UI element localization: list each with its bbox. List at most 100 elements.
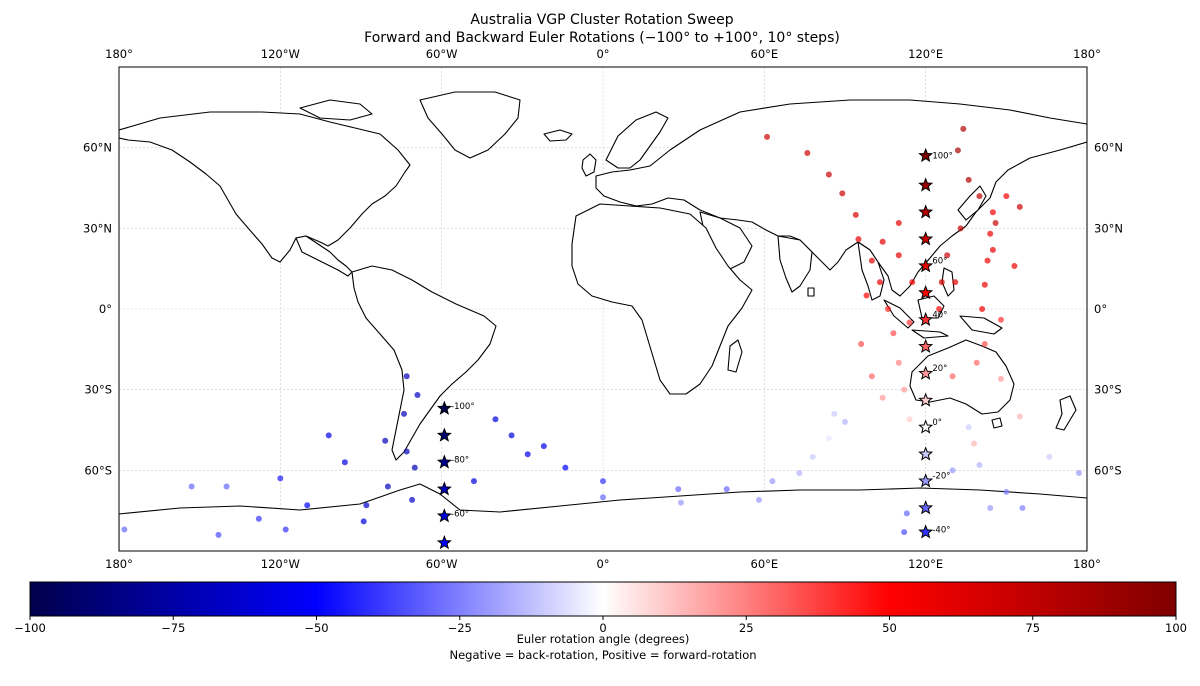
- vgp-point: [906, 319, 913, 326]
- vgp-point: [997, 316, 1004, 323]
- vgp-point: [755, 496, 762, 503]
- vgp-point: [360, 518, 367, 525]
- colorbar-label: Euler rotation angle (degrees): [517, 632, 690, 646]
- vgp-point: [188, 483, 195, 490]
- vgp-point: [952, 279, 959, 286]
- vgp-point: [492, 416, 499, 423]
- vgp-point: [382, 437, 389, 444]
- vgp-point: [121, 526, 128, 533]
- vgp-point: [363, 502, 370, 509]
- vgp-point: [304, 502, 311, 509]
- vgp-point: [885, 306, 892, 312]
- vgp-point: [868, 373, 875, 380]
- india: [777, 235, 813, 293]
- star-label: 20°: [932, 364, 947, 374]
- lat-tick-label-left: 30°S: [84, 383, 112, 397]
- vgp-point: [903, 510, 910, 517]
- mean-pole-star: [436, 454, 452, 469]
- vgp-point: [954, 147, 961, 154]
- iceland: [543, 129, 573, 142]
- colorbar-sublabel: Negative = back-rotation, Positive = for…: [449, 648, 756, 662]
- star-label: 60°: [932, 257, 947, 267]
- vgp-point: [384, 483, 391, 490]
- map-border: [118, 66, 1088, 552]
- africa: [571, 203, 753, 395]
- vgp-point: [223, 483, 230, 490]
- vgp-point: [282, 526, 289, 533]
- vgp-point: [1019, 504, 1026, 511]
- vgp-point: [842, 418, 848, 425]
- vgp-point: [401, 410, 408, 417]
- map-area: [119, 67, 1087, 551]
- vgp-point: [540, 443, 547, 450]
- lon-tick-label-bottom: 120°E: [908, 557, 943, 571]
- vgp-point: [876, 279, 883, 286]
- south-america: [351, 265, 497, 461]
- vgp-point: [992, 219, 999, 226]
- vgp-point: [1016, 413, 1023, 420]
- colorbar-ticks: −100 −75 −50 −25 0 25 50 75 100: [14, 616, 1187, 635]
- vgp-point: [989, 246, 996, 253]
- vgp-point: [414, 392, 421, 399]
- lon-tick-label-bottom: 180°: [1073, 557, 1101, 571]
- vgp-point: [973, 359, 980, 366]
- vgp-point: [895, 219, 902, 226]
- mean-pole-star: [918, 204, 934, 219]
- vgp-point: [677, 499, 684, 506]
- new-zealand: [1055, 395, 1077, 431]
- vgp-point: [868, 257, 875, 264]
- vgp-point: [411, 464, 418, 471]
- colorbar-tick-label: 75: [1025, 621, 1040, 635]
- mean-pole-star: [436, 481, 452, 496]
- star-label: -80°: [451, 456, 469, 466]
- lon-tick-label-bottom: 120°W: [261, 557, 300, 571]
- star-label: 0°: [932, 418, 942, 428]
- mean-pole-star: [918, 338, 934, 354]
- lat-tick-label-left: 0°: [99, 302, 112, 316]
- vgp-point: [470, 478, 477, 485]
- mean-pole-star: [918, 524, 934, 539]
- vgp-point: [909, 279, 916, 286]
- vgp-point: [804, 150, 811, 157]
- vgp-point: [409, 496, 416, 503]
- vgp-point: [901, 386, 908, 393]
- star-label: -40°: [932, 525, 950, 535]
- indochina: [857, 241, 885, 301]
- vgp-point: [839, 190, 846, 197]
- lon-tick-label-bottom: 0°: [596, 557, 609, 571]
- lat-tick-label-right: 0°: [1094, 302, 1107, 316]
- vgp-point: [825, 435, 832, 442]
- colorbar-tick-label: 50: [882, 621, 897, 635]
- mean-pole-star: [918, 177, 934, 192]
- vgp-point: [277, 475, 284, 482]
- vgp-point: [858, 340, 865, 347]
- vgp-point: [890, 330, 897, 337]
- mean-pole-star: [436, 427, 452, 442]
- vgp-point: [987, 504, 994, 511]
- vgp-point: [863, 292, 870, 299]
- vgp-point: [852, 211, 859, 218]
- lat-tick-label-right: 60°S: [1094, 463, 1122, 477]
- lon-tick-label-bottom: 60°E: [751, 557, 779, 571]
- vgp-point: [341, 459, 348, 466]
- mean-pole-star: [918, 258, 934, 273]
- vgp-point: [981, 340, 988, 347]
- vgp-point: [906, 416, 913, 423]
- chart-subtitle: Forward and Backward Euler Rotations (−1…: [364, 30, 840, 46]
- vgp-point: [1016, 203, 1023, 210]
- star-label: 40°: [932, 310, 947, 320]
- north-america: [119, 111, 411, 263]
- vgp-point: [938, 279, 945, 286]
- colorbar-tick-label: 25: [739, 621, 754, 635]
- lon-tick-label-top: 120°E: [908, 47, 943, 61]
- vgp-point: [981, 281, 988, 288]
- vgp-point: [508, 432, 515, 439]
- mean-pole-star: [436, 535, 452, 550]
- madagascar: [727, 339, 743, 373]
- vgp-point: [255, 515, 262, 522]
- new-guinea: [959, 315, 1003, 335]
- mean-pole-stars: [436, 147, 934, 550]
- mean-pole-star: [918, 311, 934, 327]
- lat-tick-label-right: 60°N: [1094, 141, 1123, 155]
- vgp-point: [976, 461, 983, 468]
